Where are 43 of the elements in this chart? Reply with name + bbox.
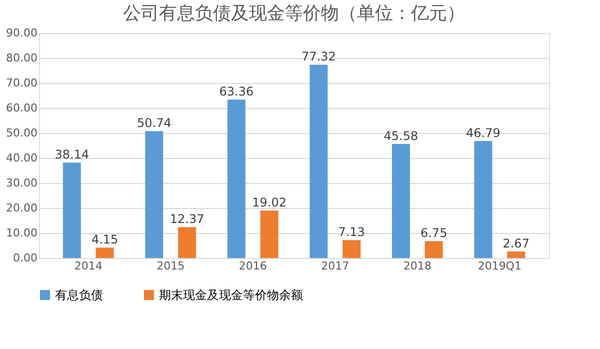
y-tick-label: 0.00: [13, 252, 38, 264]
data-label: 38.14: [54, 148, 90, 162]
chart-title: 公司有息负债及现金等价物（单位：亿元）: [123, 3, 465, 24]
x-tick-label: 2015: [156, 260, 185, 272]
bar: [260, 210, 278, 258]
data-label: 45.58: [384, 129, 418, 144]
y-tick-label: 10.00: [6, 226, 38, 240]
data-label: 7.13: [338, 225, 365, 240]
legend-label: 有息负债: [55, 288, 103, 302]
data-label: 19.02: [252, 195, 286, 210]
bar: [227, 100, 246, 258]
bar: [310, 64, 328, 258]
y-tick-label: 60.00: [6, 102, 38, 114]
data-label: 12.37: [170, 212, 204, 226]
bar: [507, 251, 526, 258]
x-tick-label: 2014: [74, 260, 102, 272]
data-label: 6.75: [420, 226, 448, 240]
y-tick-label: 70.00: [6, 76, 38, 90]
bar: [62, 162, 81, 258]
data-label: 4.15: [91, 232, 118, 247]
data-label: 77.32: [302, 50, 336, 64]
bar: [178, 227, 196, 258]
y-tick-label: 80.00: [6, 52, 38, 64]
data-label: 50.74: [136, 116, 172, 130]
x-tick-label: 2018: [403, 260, 432, 272]
bar: [392, 144, 410, 258]
bar: [145, 131, 164, 258]
data-label: 46.79: [466, 126, 500, 140]
bar: [474, 141, 492, 258]
x-tick-label: 2017: [321, 260, 350, 272]
y-tick-label: 30.00: [6, 176, 38, 190]
y-tick-label: 50.00: [6, 126, 38, 140]
bar: [342, 240, 361, 258]
data-label: 2.67: [502, 236, 530, 250]
y-tick-label: 40.00: [6, 152, 38, 164]
x-tick-label: 2016: [238, 260, 267, 272]
legend-label: 期末现金及现金等价物余额: [159, 288, 303, 302]
y-tick-label: 20.00: [6, 202, 38, 214]
bar: [96, 248, 114, 258]
data-label: 63.36: [219, 84, 254, 99]
x-tick-label: 2019Q1: [478, 260, 522, 272]
y-tick-label: 90.00: [6, 26, 38, 40]
bar: [424, 241, 443, 258]
